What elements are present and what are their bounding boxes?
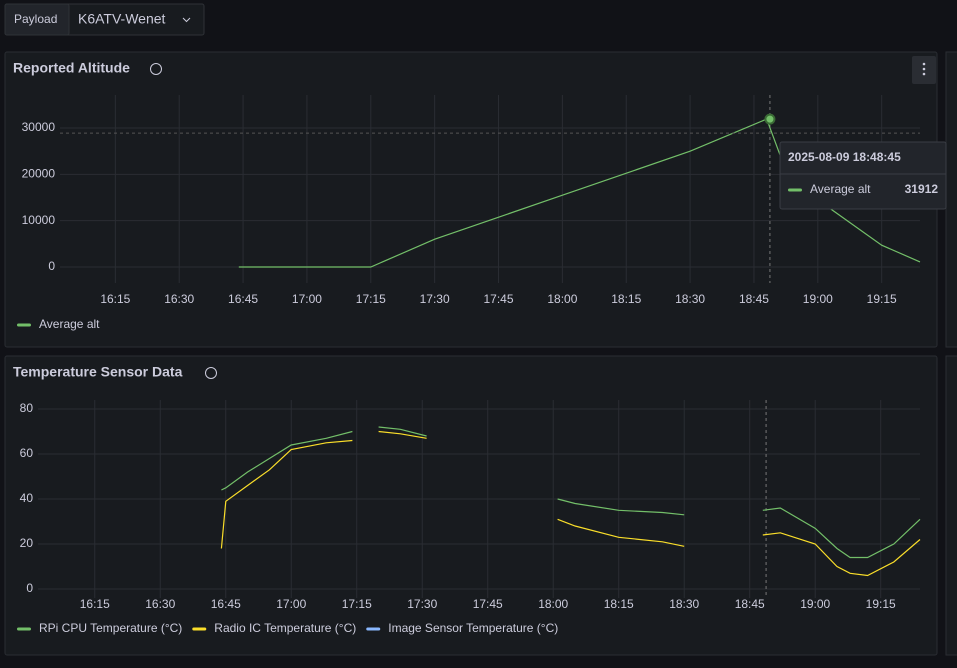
x-tick-label: 16:15 [100,292,130,306]
y-tick-label: 30000 [22,120,56,134]
hover-point [764,113,776,125]
x-tick-label: 18:00 [547,292,577,306]
x-tick-label: 17:15 [356,292,386,306]
legend-label: RPi CPU Temperature (°C) [39,621,182,635]
y-tick-label: 10000 [22,213,56,227]
x-tick-label: 17:30 [420,292,450,306]
x-tick-label: 17:00 [292,292,322,306]
panel-title: Reported Altitude [13,60,130,76]
x-tick-label: 17:30 [407,597,437,611]
tooltip-value: 31912 [905,182,939,196]
tooltip-time: 2025-08-09 18:48:45 [788,150,901,164]
x-tick-label: 18:15 [611,292,641,306]
payload-label-box [4,3,70,36]
x-tick-label: 17:45 [483,292,513,306]
panel [4,355,938,656]
series-line [238,118,921,268]
x-tick-label: 16:30 [164,292,194,306]
x-tick-label: 19:15 [867,292,897,306]
chevron [182,17,191,23]
panel-edge [945,51,957,348]
legend-label: Image Sensor Temperature (°C) [388,621,558,635]
x-tick-label: 16:45 [211,597,241,611]
x-tick-label: 18:30 [675,292,705,306]
x-tick-label: 17:45 [473,597,503,611]
legend-label: Average alt [39,317,100,331]
info-icon [150,63,162,75]
series-line [221,426,921,559]
x-tick-label: 18:15 [604,597,634,611]
series-line [220,430,921,577]
panel-title: Temperature Sensor Data [13,364,183,380]
payload-value[interactable]: K6ATV-Wenet [78,11,166,27]
y-tick-label: 60 [20,446,34,460]
y-tick-label: 20000 [22,167,56,181]
x-tick-label: 19:15 [866,597,896,611]
x-tick-label: 16:15 [80,597,110,611]
x-tick-label: 19:00 [803,292,833,306]
x-tick-label: 16:30 [145,597,175,611]
info-icon [205,367,217,379]
x-tick-label: 16:45 [228,292,258,306]
x-tick-label: 18:45 [739,292,769,306]
x-tick-label: 18:45 [735,597,765,611]
legend-swatch [17,323,31,327]
legend-swatch [366,627,381,631]
legend-label: Radio IC Temperature (°C) [214,621,356,635]
y-tick-label: 0 [48,259,55,273]
legend-swatch [17,627,31,631]
y-tick-label: 20 [20,536,34,550]
payload-label: Payload [14,12,57,26]
x-tick-label: 18:00 [538,597,568,611]
tooltip-swatch [788,188,802,192]
tooltip [779,141,947,210]
legend-swatch [192,627,207,631]
x-tick-label: 17:15 [342,597,372,611]
x-tick-label: 17:00 [276,597,306,611]
x-tick-label: 19:00 [800,597,830,611]
x-tick-label: 18:30 [669,597,699,611]
y-tick-label: 40 [20,491,34,505]
panel-edge [945,355,957,656]
y-tick-label: 80 [20,401,34,415]
menu-icon [922,62,926,76]
tooltip-series: Average alt [810,182,871,196]
y-tick-label: 0 [26,581,33,595]
